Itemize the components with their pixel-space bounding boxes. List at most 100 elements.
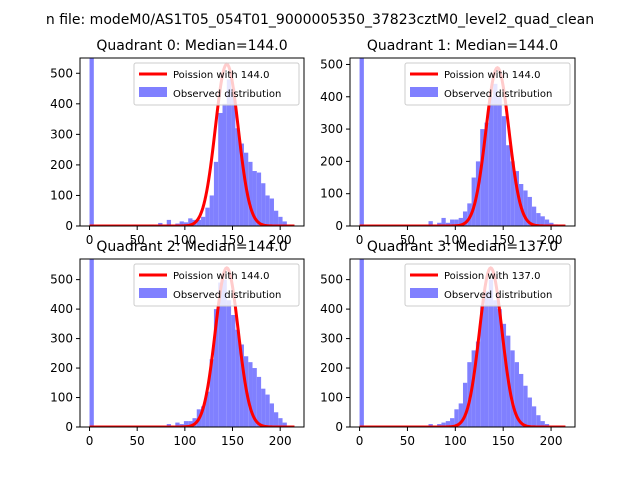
y-tick-label: 0 xyxy=(335,219,343,233)
x-tick-label: 150 xyxy=(492,233,515,247)
y-tick-label: 400 xyxy=(50,302,73,316)
panel-3: Quadrant 3: Median=137.0 0 50 100 150 200 0 100… xyxy=(320,239,576,448)
histogram-bar xyxy=(531,206,537,226)
histogram-bar xyxy=(231,88,236,226)
histogram-bar xyxy=(226,300,232,427)
histogram-bar xyxy=(179,221,184,226)
histogram-bar xyxy=(488,96,494,226)
legend-label: Poission with 137.0 xyxy=(444,271,540,282)
legend-patch-swatch xyxy=(139,87,167,97)
poisson-curve xyxy=(89,266,295,427)
histogram-bar xyxy=(231,315,236,427)
histogram-bar xyxy=(183,421,189,427)
histogram-bar xyxy=(205,207,210,226)
x-tick-label: 200 xyxy=(540,233,563,247)
axes-frame xyxy=(79,57,305,227)
panel-0: Quadrant 0: Median=144.0 0 50 100 150 200 0 100… xyxy=(50,38,305,247)
x-tick-label: 200 xyxy=(269,233,292,247)
y-tick-label: 200 xyxy=(50,158,73,172)
histogram-bar xyxy=(445,222,451,226)
x-tick-label: 50 xyxy=(130,434,145,448)
histogram-bar xyxy=(540,421,545,427)
axes-frame xyxy=(349,258,576,428)
histogram-bar xyxy=(205,391,210,427)
y-tick-label: 400 xyxy=(320,302,343,316)
histogram-bar xyxy=(218,282,223,427)
x-tick-label: 0 xyxy=(86,434,94,448)
histogram-bar xyxy=(480,129,485,226)
plot-area xyxy=(359,58,566,226)
histogram-bar xyxy=(213,309,219,427)
x-tick-label: 100 xyxy=(444,434,467,448)
y-tick-label: 200 xyxy=(320,361,343,375)
histogram-bar xyxy=(183,222,189,226)
y-tick-label: 400 xyxy=(320,90,343,104)
histogram-bar xyxy=(235,329,240,427)
histogram-bar xyxy=(252,171,257,226)
legend-label: Observed distribution xyxy=(173,89,281,100)
y-tick-label: 0 xyxy=(335,420,343,434)
histogram-bar xyxy=(510,350,515,427)
legend-box xyxy=(404,263,571,307)
y-tick-label: 300 xyxy=(320,332,343,346)
plot-area xyxy=(89,259,295,427)
histogram-bar xyxy=(256,376,262,427)
histogram-bar xyxy=(441,422,446,427)
histogram-bar xyxy=(544,219,550,226)
legend-label: Observed distribution xyxy=(444,89,552,100)
histogram-bar xyxy=(514,362,519,427)
histogram-bar xyxy=(261,388,266,427)
panel-title: Quadrant 0: Median=144.0 xyxy=(96,38,287,54)
histogram-bar xyxy=(359,58,364,226)
histogram-bar xyxy=(540,216,545,226)
histogram-bar xyxy=(201,406,206,427)
histogram-bar xyxy=(523,385,528,427)
histogram-bar xyxy=(514,171,519,226)
histogram-bar xyxy=(471,350,476,427)
histogram-bar xyxy=(239,143,244,226)
histogram-bar xyxy=(226,79,232,226)
histogram-bar xyxy=(278,418,283,427)
histogram-bar xyxy=(256,172,262,226)
y-tick-label: 500 xyxy=(320,273,343,287)
plot-area xyxy=(359,259,566,427)
y-tick-label: 0 xyxy=(65,420,73,434)
histogram-bar xyxy=(480,306,485,427)
poisson-curve xyxy=(359,65,566,226)
y-tick-label: 300 xyxy=(50,332,73,346)
histogram-bar xyxy=(209,359,214,427)
histogram-bar xyxy=(493,83,498,226)
histogram-bar xyxy=(261,183,266,226)
histogram-bar xyxy=(506,145,511,226)
x-tick-label: 100 xyxy=(444,233,467,247)
histogram-bar xyxy=(252,368,257,427)
legend: Poission with 144.0 Observed distribution xyxy=(404,62,571,106)
histogram-bar xyxy=(493,300,498,427)
x-tick-label: 200 xyxy=(269,434,292,448)
histogram-bar xyxy=(282,221,287,226)
histogram-bar xyxy=(188,218,193,226)
histogram-bar xyxy=(445,421,451,427)
panel-title: Quadrant 1: Median=144.0 xyxy=(367,38,558,54)
histogram-bar xyxy=(531,406,537,427)
histogram-bar xyxy=(359,259,364,427)
legend-patch-swatch xyxy=(410,87,438,97)
legend-box xyxy=(133,62,300,106)
histogram-bar xyxy=(488,279,494,427)
histogram-bar xyxy=(501,323,507,427)
y-tick-label: 400 xyxy=(50,97,73,111)
x-tick-label: 100 xyxy=(173,233,196,247)
histogram-bar xyxy=(278,216,283,226)
legend-label: Observed distribution xyxy=(444,290,552,301)
histogram-bar xyxy=(441,217,446,226)
histogram-bar xyxy=(527,196,532,226)
y-tick-label: 200 xyxy=(320,154,343,168)
histogram-bar xyxy=(273,412,279,427)
histogram-bar xyxy=(188,421,193,427)
y-tick-label: 500 xyxy=(320,57,343,71)
y-tick-label: 100 xyxy=(50,391,73,405)
x-tick-label: 0 xyxy=(86,233,94,247)
figure-suptitle: n file: modeM0/AS1T05_054T01_9000005350_… xyxy=(46,12,594,28)
panel-title: Quadrant 2: Median=144.0 xyxy=(96,239,287,255)
